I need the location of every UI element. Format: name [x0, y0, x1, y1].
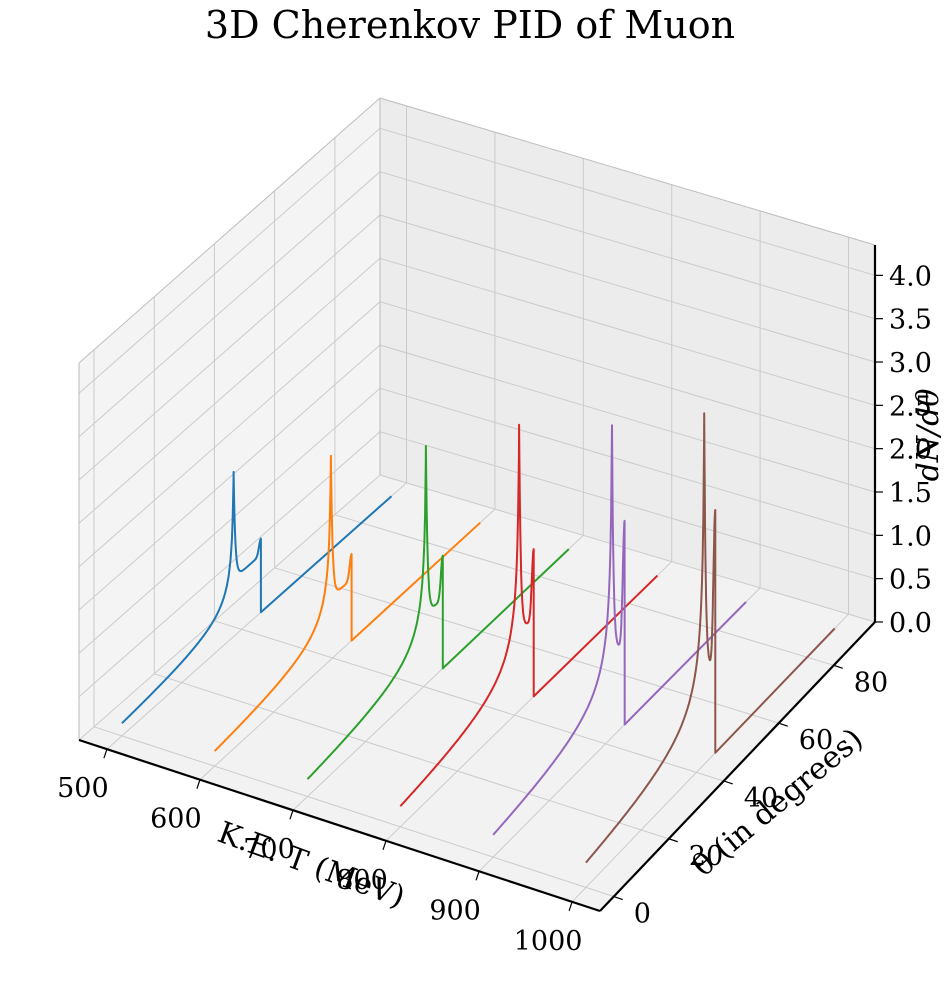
- x-tick-mark: [382, 840, 387, 850]
- y-tick-mark: [833, 664, 843, 669]
- y-tick-label: 60: [799, 725, 833, 756]
- x-tick-mark: [196, 779, 201, 789]
- z-axis-label: dN/dθ: [911, 389, 946, 482]
- y-tick-label: 20: [689, 841, 723, 872]
- x-tick-mark: [568, 901, 573, 912]
- y-tick-mark: [668, 838, 678, 843]
- series-line-5: [492, 424, 747, 836]
- grid-lines: [78, 97, 876, 903]
- z-tick-label: 3.5: [889, 305, 932, 336]
- y-tick-mark: [723, 780, 733, 785]
- z-tick-label: 0.5: [889, 565, 932, 596]
- x-tick-mark: [289, 810, 294, 820]
- x-tick-mark: [103, 748, 108, 759]
- tick-labels: 500 600 700 800 900 1000 0 20 40 60 800.0 0.5 1.0 1.5…: [57, 261, 932, 957]
- x-tick-label: 600: [150, 804, 202, 835]
- x-axis-line: [78, 738, 601, 913]
- series-line-6: [585, 412, 836, 864]
- y-tick-label: 40: [744, 783, 778, 814]
- series-line-3: [306, 445, 570, 780]
- series-line-1: [121, 470, 393, 725]
- z-tick-label: 2.5: [889, 391, 932, 422]
- y-tick-mark: [778, 722, 788, 727]
- floor-pane: [79, 475, 875, 911]
- back-wall-pane: [380, 98, 875, 622]
- z-tick-label: 0.0: [889, 608, 932, 639]
- z-tick-label: 4.0: [889, 261, 932, 292]
- x-tick-label: 900: [429, 895, 481, 926]
- y-axis-line: [599, 621, 876, 912]
- series-line-4: [399, 423, 659, 807]
- x-tick-mark: [475, 871, 480, 881]
- z-tick-label: 1.0: [889, 521, 932, 552]
- chart-title: 3D Cherenkov PID of Muon: [205, 3, 735, 47]
- z-tick-label: 1.5: [889, 478, 932, 509]
- axis-lines: [78, 245, 883, 913]
- x-tick-label: 1000: [514, 926, 583, 957]
- series-line-2: [213, 454, 481, 752]
- x-tick-label: 800: [336, 865, 388, 896]
- z-tick-label: 3.0: [889, 348, 932, 379]
- pane-edge: [78, 97, 876, 364]
- z-tick-label: 2.0: [889, 435, 932, 466]
- y-tick-label: 80: [854, 667, 888, 698]
- y-tick-mark: [613, 895, 623, 901]
- series-layer: [121, 412, 836, 864]
- x-tick-label: 700: [243, 834, 295, 865]
- y-tick-label: 0: [634, 899, 651, 930]
- x-tick-label: 500: [57, 773, 109, 804]
